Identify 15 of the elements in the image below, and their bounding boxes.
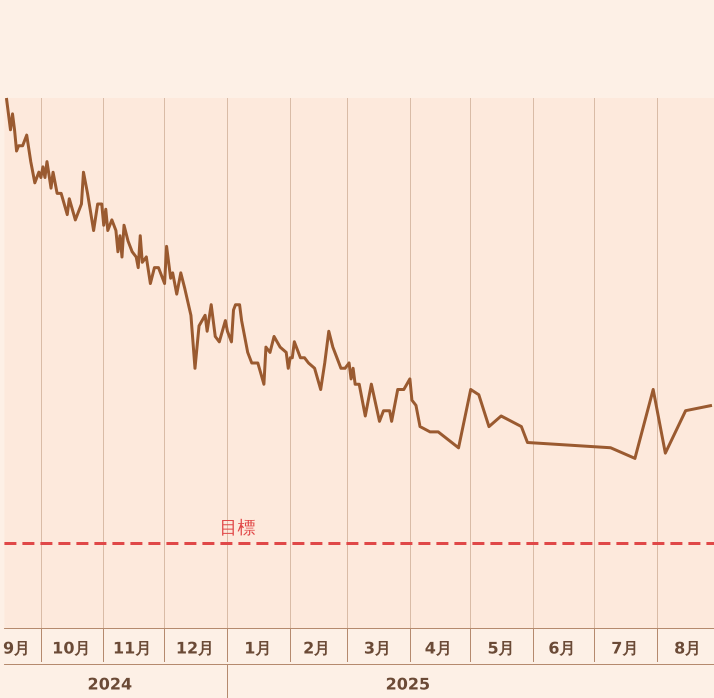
x-tick-label: 4月 bbox=[424, 638, 452, 658]
x-tick-label: 2月 bbox=[303, 638, 330, 658]
x-tick-label: 7月 bbox=[611, 638, 638, 658]
ref-line-label: 目標 bbox=[219, 518, 256, 539]
x-tick-label: 3月 bbox=[364, 638, 392, 658]
x-tick-label: 10月 bbox=[52, 638, 90, 658]
x-tick-label: 6月 bbox=[548, 638, 576, 658]
x-tick-label: 8月 bbox=[674, 638, 702, 658]
x-tick-label: 5月 bbox=[488, 638, 515, 658]
x-tick-label: 1月 bbox=[244, 638, 272, 658]
x-tick-label: 11月 bbox=[112, 638, 152, 658]
x-tick-label: 12月 bbox=[176, 638, 214, 658]
x2-tick-label: 2025 bbox=[386, 674, 430, 694]
x-tick-label: 9月 bbox=[2, 638, 30, 658]
x2-tick-label: 2024 bbox=[88, 674, 132, 694]
